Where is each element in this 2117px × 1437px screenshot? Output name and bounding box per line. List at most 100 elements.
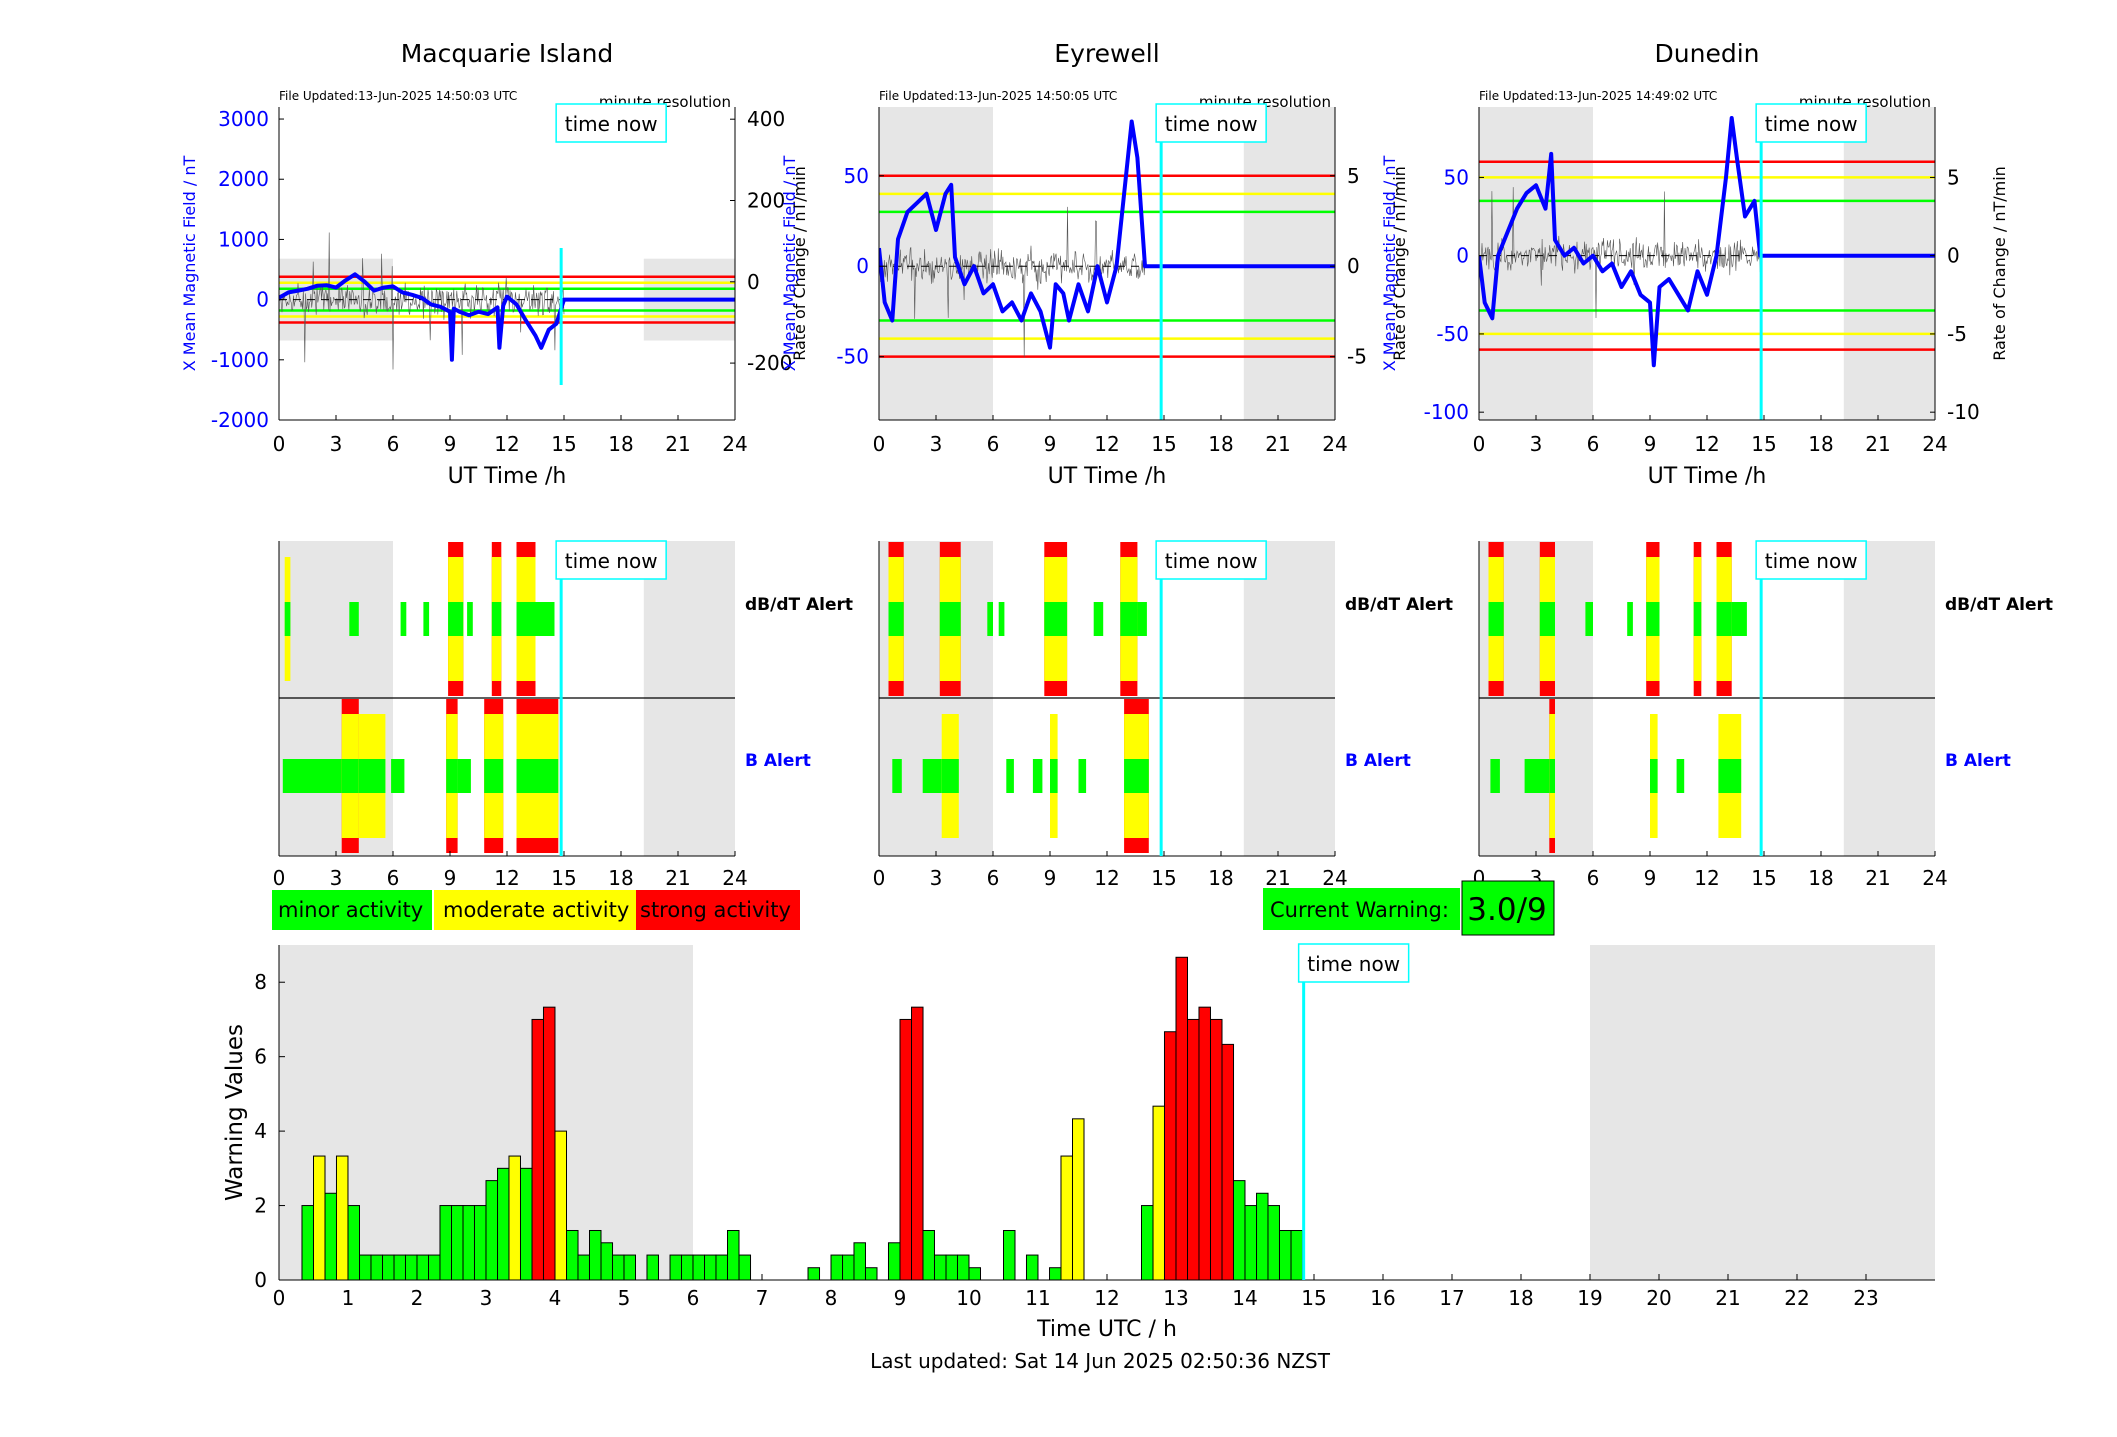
- station-title: Dunedin: [1655, 39, 1760, 68]
- chart-x-tick-label: 20: [1646, 1286, 1671, 1310]
- chart-x-tick-label: 2: [411, 1286, 424, 1310]
- warning-bar-21: [542, 1006, 556, 1281]
- alert-x-tick-label: 21: [1865, 866, 1890, 890]
- alert-x-tick-label: 21: [665, 866, 690, 890]
- alert-x-tick-label: 15: [1751, 866, 1776, 890]
- x-tick-label: 12: [1094, 432, 1119, 456]
- warning-bar-31: [680, 1254, 694, 1281]
- b-alert-minor-3: [391, 759, 405, 793]
- warning-bar-35: [727, 1229, 740, 1281]
- dbdt-alert-minor-8: [535, 602, 555, 636]
- alert-x-tick-label: 24: [722, 866, 747, 890]
- alert-x-tick-label: 21: [1265, 866, 1290, 890]
- x-tick-label: 6: [387, 432, 400, 456]
- x-tick-label: 12: [494, 432, 519, 456]
- warning-bar-66: [1267, 1205, 1280, 1281]
- warning-bar-24: [577, 1254, 590, 1281]
- b-alert-label: B Alert: [1945, 751, 2011, 771]
- right-tick-label: 0: [1947, 244, 1960, 268]
- warning-bar-37: [807, 1267, 821, 1281]
- chart-night-shade-1: [1590, 945, 1935, 1280]
- dbdt-alert-minor-4: [1044, 602, 1068, 636]
- warning-bar-50: [1003, 1229, 1016, 1281]
- legend-moderate-swatch: [434, 890, 636, 930]
- chart-x-tick-label: 9: [894, 1286, 907, 1310]
- chart-x-tick-label: 6: [687, 1286, 700, 1310]
- alert-x-tick-label: 6: [387, 866, 400, 890]
- warning-bar-20: [531, 1018, 545, 1281]
- chart-time-now-box: [1297, 943, 1410, 983]
- warning-bar-0: [301, 1205, 314, 1281]
- dbdt-alert-minor-5: [467, 602, 473, 636]
- chart-x-tick-label: 14: [1232, 1286, 1257, 1310]
- magnetic-field-trace: [1479, 116, 1935, 368]
- chart-x-axis-label: Time UTC / h: [1036, 1317, 1177, 1342]
- dbdt-alert-minor-7: [516, 602, 536, 636]
- warning-bar-16: [485, 1180, 499, 1281]
- b-alert-minor-4: [1676, 759, 1685, 793]
- b-alert-minor-4: [1032, 759, 1043, 793]
- dbdt-alert-label: dB/dT Alert: [745, 595, 853, 615]
- alert-time-now-label: time now: [565, 549, 658, 573]
- x-tick-label: 21: [665, 432, 690, 456]
- right-tick-label: -5: [1347, 345, 1367, 369]
- dbdt-alert-minor-3: [1627, 602, 1633, 636]
- x-tick-label: 21: [1865, 432, 1890, 456]
- right-tick-label: -5: [1947, 322, 1967, 346]
- chart-y-axis-label: Warning Values: [222, 1024, 248, 1201]
- left-axis-label: X Mean Magnetic Field / nT: [780, 156, 799, 372]
- last-updated-text: Last updated: Sat 14 Jun 2025 02:50:36 N…: [870, 1349, 1331, 1373]
- warning-bar-63: [1232, 1180, 1246, 1281]
- chart-x-tick-label: 12: [1094, 1286, 1119, 1310]
- warning-bar-38: [830, 1254, 844, 1281]
- dbdt-alert-minor-5: [1093, 602, 1104, 636]
- dbdt-alert-minor-1: [1539, 602, 1555, 636]
- rate-of-change-trace: [279, 232, 565, 370]
- warning-bar-40: [853, 1242, 866, 1281]
- alert-panel: time now 0 3 6 9 12 15 18 21 24 dB/dT Alert B Alert: [873, 540, 1453, 890]
- b-alert-minor-0: [1490, 759, 1500, 793]
- alert-x-tick-label: 3: [330, 866, 343, 890]
- dbdt-alert-label: dB/dT Alert: [1345, 595, 1453, 615]
- alert-x-tick-label: 3: [930, 866, 943, 890]
- warning-bar-48: [956, 1254, 970, 1281]
- alert-x-tick-label: 18: [608, 866, 633, 890]
- warning-bar-30: [669, 1254, 683, 1281]
- left-tick-label: 50: [1444, 165, 1469, 189]
- time-now-box: [1755, 103, 1867, 143]
- magnetometer-plot: [879, 107, 1335, 420]
- magnetometer-plot: [279, 232, 735, 385]
- chart-y-tick-label: 4: [254, 1119, 267, 1143]
- current-warning: Current Warning: 3.0/9: [1263, 880, 1555, 936]
- b-alert-minor-6: [1078, 759, 1087, 793]
- legend-strong-label: strong activity: [640, 898, 791, 922]
- dbdt-alert-minor-0: [1488, 602, 1504, 636]
- alert-panel: time now 0 3 6 9 12 15 18 21 24 dB/dT Alert B Alert: [273, 540, 853, 890]
- warning-bar-44: [911, 1006, 924, 1281]
- warning-bar-59: [1187, 1018, 1200, 1281]
- warning-bar-39: [842, 1254, 855, 1281]
- alert-x-tick-label: 12: [1694, 866, 1719, 890]
- x-tick-label: 0: [873, 432, 886, 456]
- alert-x-tick-label: 15: [551, 866, 576, 890]
- warning-bar-41: [865, 1267, 878, 1281]
- chart-x-tick-label: 22: [1784, 1286, 1809, 1310]
- warning-bar-49: [968, 1267, 982, 1281]
- left-tick-label: -2000: [211, 408, 269, 432]
- magnetometer-plot: [1479, 107, 1935, 420]
- b-alert-minor-2: [1549, 759, 1555, 793]
- dbdt-alert-minor-4: [1646, 602, 1660, 636]
- x-tick-label: 6: [987, 432, 1000, 456]
- left-tick-label: 0: [856, 254, 869, 278]
- right-tick-label: -200: [747, 351, 792, 375]
- left-tick-label: -1000: [211, 348, 269, 372]
- dbdt-alert-minor-7: [1137, 602, 1147, 636]
- alert-time-now-box: [555, 540, 667, 580]
- warning-bar-1: [313, 1155, 326, 1281]
- current-warning-value-box: [1461, 880, 1555, 936]
- alert-x-tick-label: 9: [1044, 866, 1057, 890]
- rate-of-change-trace: [879, 206, 1146, 358]
- warning-bar-18: [508, 1155, 521, 1281]
- warning-bar-11: [428, 1254, 441, 1281]
- station-panel-0: Macquarie Island3000200010000-1000-20004…: [180, 39, 853, 890]
